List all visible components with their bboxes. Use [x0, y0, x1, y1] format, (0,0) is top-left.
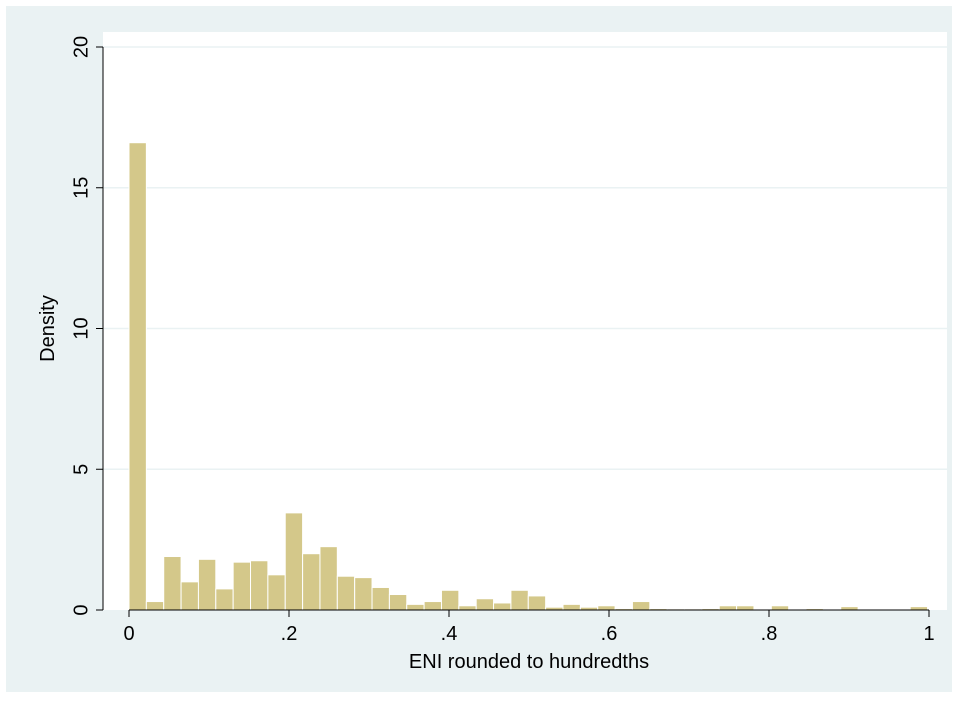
histogram-bar [909, 606, 929, 611]
histogram-bar [631, 601, 651, 611]
y-tick-label: 20 [70, 36, 92, 58]
histogram-bar [527, 595, 547, 611]
histogram-bar [458, 605, 477, 611]
x-tick-label: .2 [281, 623, 298, 645]
histogram-bar [736, 605, 755, 611]
histogram-bar [197, 558, 217, 611]
histogram-bar [475, 598, 495, 611]
histogram-bar [770, 605, 790, 611]
histogram-bar [215, 588, 234, 611]
histogram-bar [302, 553, 321, 611]
histogram-bar [336, 575, 356, 611]
x-tick-label: .6 [601, 623, 618, 645]
x-tick-label: 1 [923, 623, 934, 645]
x-axis-label: ENI rounded to hundredths [409, 651, 649, 673]
histogram-bar [406, 603, 425, 611]
histogram-bar [319, 546, 338, 611]
histogram-bar [354, 577, 373, 611]
histogram-bar [371, 586, 390, 611]
histogram-bar [562, 603, 581, 611]
histogram-bar [510, 589, 529, 611]
histogram-bar [145, 601, 165, 611]
x-tick-label: .4 [441, 623, 458, 645]
histogram-bar [423, 601, 442, 611]
y-axis-label: Density [37, 295, 59, 362]
histogram-bar [163, 556, 182, 611]
y-tick-label: 0 [70, 604, 92, 615]
y-tick-label: 10 [70, 317, 92, 339]
histogram-bar [440, 589, 460, 611]
histogram-bar [284, 512, 304, 611]
x-tick-label: .8 [761, 623, 778, 645]
histogram-bar [180, 581, 199, 611]
histogram-bar [718, 605, 738, 611]
plot-area [103, 32, 947, 610]
y-tick-label: 15 [70, 177, 92, 199]
histogram-bar [232, 561, 252, 611]
histogram-bar [250, 560, 269, 611]
histogram-bar [597, 605, 616, 611]
histogram-bar [267, 574, 286, 611]
histogram-bar [388, 594, 408, 611]
y-tick-label: 5 [70, 464, 92, 475]
bars [128, 142, 929, 611]
histogram-bar [840, 606, 859, 611]
histogram-bar [493, 602, 512, 611]
histogram-bar [128, 142, 147, 611]
x-tick-label: 0 [123, 623, 134, 645]
gridlines [103, 46, 947, 470]
axes: 0 5 10 15 20 0 .2 .4 .6 .8 1 [70, 36, 934, 645]
